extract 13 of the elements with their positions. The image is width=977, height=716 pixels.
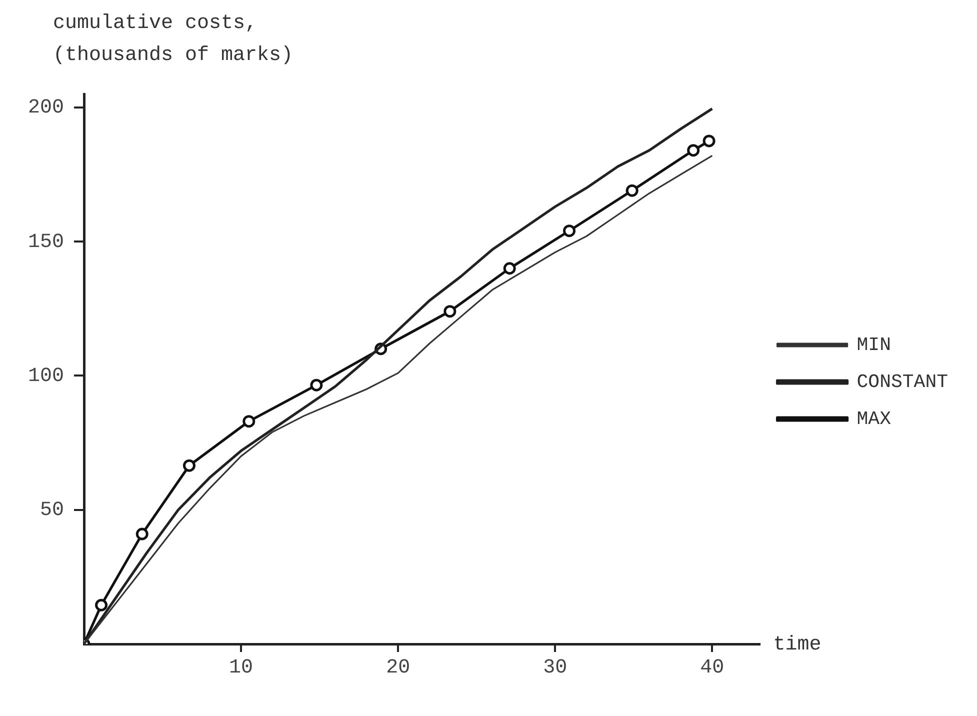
x-axis-title: time [773, 633, 822, 656]
x-tick-label: 10 [229, 656, 254, 680]
legend-label: CONSTANT [856, 371, 948, 394]
y-axis-title: cumulative costs, (thousands of marks) [53, 11, 294, 69]
x-tick-label: 20 [386, 656, 410, 680]
x-tick-label: 40 [700, 656, 724, 680]
x-tick-label: 30 [543, 656, 568, 680]
y-tick-label: 50 [40, 499, 64, 522]
legend-label: MAX [856, 408, 892, 430]
y-tick-label: 150 [28, 230, 64, 254]
y-tick-label: 200 [28, 96, 64, 120]
legend-label: MIN [856, 334, 892, 356]
y-tick-label: 100 [28, 365, 64, 388]
